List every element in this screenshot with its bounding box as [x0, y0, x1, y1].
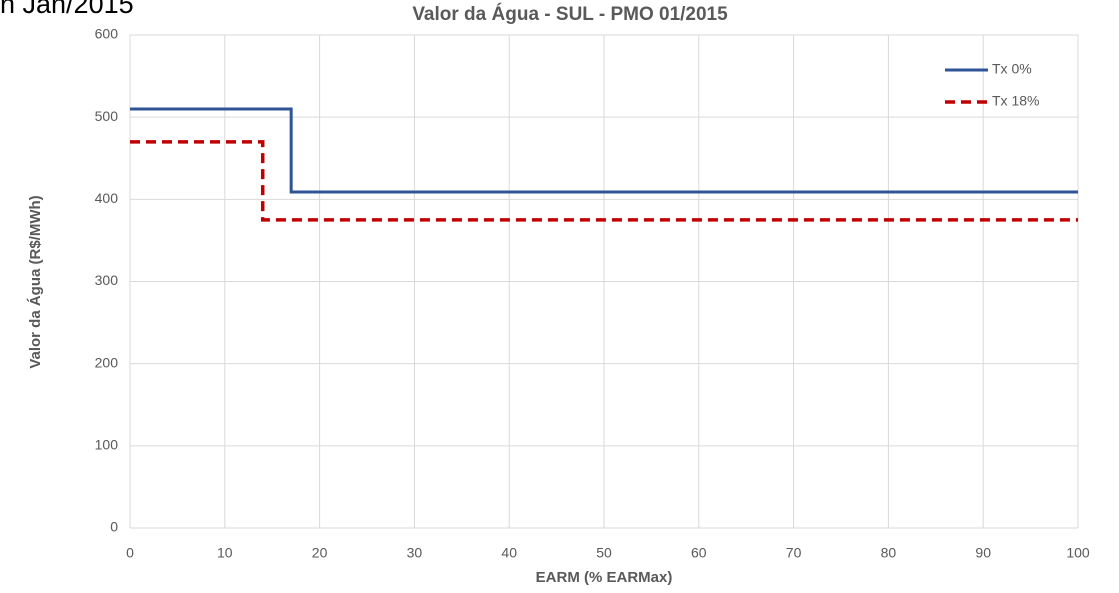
- x-tick-label: 100: [1066, 545, 1090, 561]
- chart-title: Valor da Água - SUL - PMO 01/2015: [412, 3, 728, 25]
- x-tick-label: 0: [126, 545, 134, 561]
- x-tick-label: 10: [217, 545, 233, 561]
- x-tick-label: 20: [312, 545, 328, 561]
- legend-label: Tx 18%: [992, 93, 1039, 109]
- header-fragment: n Jan/2015: [0, 0, 134, 19]
- y-axis-label: Valor da Água (R$/MWh): [27, 195, 44, 368]
- y-tick-label: 500: [95, 108, 119, 124]
- x-tick-label: 30: [407, 545, 423, 561]
- x-tick-label: 70: [786, 545, 802, 561]
- y-tick-label: 300: [95, 272, 119, 288]
- series-line: [130, 107, 1078, 194]
- y-tick-label: 100: [95, 437, 119, 453]
- x-tick-label: 90: [975, 545, 991, 561]
- y-tick-label: 200: [95, 354, 119, 370]
- series-line: [130, 140, 1078, 222]
- x-tick-label: 40: [501, 545, 517, 561]
- x-axis-label: EARM (% EARMax): [536, 569, 673, 586]
- legend-label: Tx 0%: [992, 61, 1032, 77]
- x-tick-label: 60: [691, 545, 707, 561]
- y-tick-label: 600: [95, 26, 119, 42]
- x-tick-label: 50: [596, 545, 612, 561]
- y-tick-label: 0: [110, 519, 118, 535]
- x-tick-label: 80: [881, 545, 897, 561]
- y-tick-label: 400: [95, 190, 119, 206]
